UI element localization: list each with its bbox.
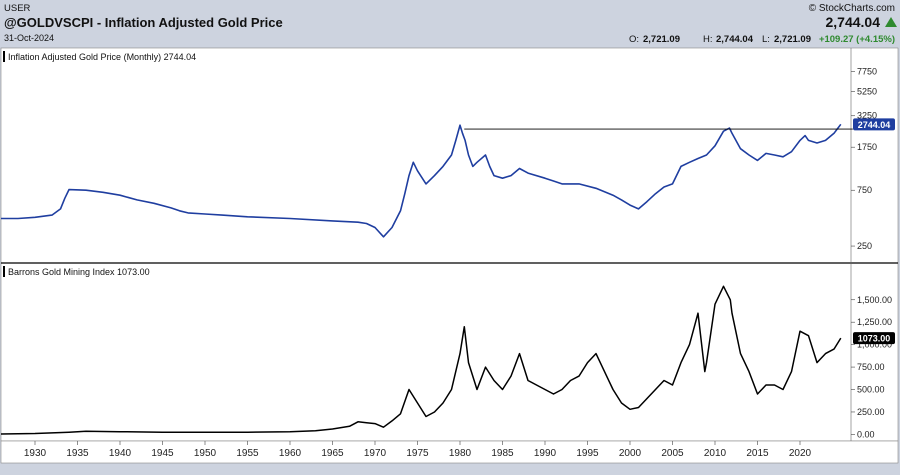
svg-text:H:: H: bbox=[703, 34, 713, 45]
x-tick-label-5: 1955 bbox=[236, 448, 259, 459]
svg-text:O:: O: bbox=[629, 34, 639, 45]
mining-y-tick-label-2: 500.00 bbox=[857, 385, 885, 395]
svg-text:L:: L: bbox=[762, 34, 770, 45]
gold-last-value-label: 2744.04 bbox=[858, 120, 891, 130]
symbol-title: @GOLDVSCPI - Inflation Adjusted Gold Pri… bbox=[4, 15, 283, 30]
x-tick-label-17: 2015 bbox=[746, 448, 769, 459]
x-axis: 1930 1935 1940 1945 1950 1955 1960 1965 1970 1975… bbox=[24, 441, 812, 459]
mining-last-value-tag bbox=[853, 332, 895, 345]
gold-panel-marker bbox=[3, 51, 5, 62]
x-axis-strip bbox=[0, 440, 899, 464]
x-tick-label-3: 1945 bbox=[151, 448, 174, 459]
x-tick-label-12: 1990 bbox=[534, 448, 557, 459]
mining-y-tick-label-0: 0.00 bbox=[857, 429, 875, 439]
gold-y-tick-label-2: 1750 bbox=[857, 142, 877, 152]
x-tick-label-10: 1980 bbox=[449, 448, 472, 459]
x-tick-label-18: 2020 bbox=[789, 448, 812, 459]
last-price: 2,744.04 bbox=[826, 14, 881, 30]
x-tick-label-6: 1960 bbox=[279, 448, 302, 459]
x-tick-label-7: 1965 bbox=[321, 448, 344, 459]
x-tick-label-16: 2010 bbox=[704, 448, 727, 459]
x-tick-label-14: 2000 bbox=[619, 448, 642, 459]
mining-y-tick-label-5: 1,250.00 bbox=[857, 317, 892, 327]
gold-plot-area: 2744.04 bbox=[1, 118, 895, 238]
mining-plot-area: 1073.00 bbox=[0, 285, 895, 435]
svg-text:2,721.09: 2,721.09 bbox=[643, 34, 680, 45]
gold-y-tick-label-4: 5250 bbox=[857, 86, 877, 96]
x-tick-label-9: 1975 bbox=[406, 448, 429, 459]
mining-panel-title: Barrons Gold Mining Index 1073.00 bbox=[8, 267, 150, 277]
mining-last-value-label: 1073.00 bbox=[858, 334, 891, 344]
gold-y-axis: 250 750 1750 3250 5250 7750 bbox=[851, 67, 877, 251]
mining-panel-marker bbox=[3, 266, 5, 277]
x-tick-label-11: 1985 bbox=[491, 448, 514, 459]
gold-y-tick-label-0: 250 bbox=[857, 241, 872, 251]
svg-text:2,721.09: 2,721.09 bbox=[774, 34, 811, 45]
mining-y-tick-label-4: 1,000.00 bbox=[857, 340, 892, 350]
gold-y-tick-label-1: 750 bbox=[857, 185, 872, 195]
x-tick-label-13: 1995 bbox=[576, 448, 599, 459]
x-tick-label-1: 1935 bbox=[66, 448, 89, 459]
svg-text:2,744.04: 2,744.04 bbox=[716, 34, 754, 45]
ohlc-readout: O: 2,721.09 H: 2,744.04 L: 2,721.09 +109… bbox=[629, 34, 895, 45]
mining-y-tick-label-1: 250.00 bbox=[857, 407, 885, 417]
x-tick-label-2: 1940 bbox=[109, 448, 132, 459]
mining-panel-bg bbox=[0, 262, 899, 442]
gold-price-line bbox=[1, 123, 842, 238]
x-tick-label-4: 1950 bbox=[194, 448, 217, 459]
gold-panel-title: Inflation Adjusted Gold Price (Monthly) … bbox=[8, 52, 196, 62]
mining-y-tick-label-3: 750.00 bbox=[857, 362, 885, 372]
mining-y-tick-label-6: 1,500.00 bbox=[857, 295, 892, 305]
mining-y-axis: 0.00 250.00 500.00 750.00 1,000.00 1,250.00 1,… bbox=[851, 295, 892, 439]
price-change: +109.27 (+4.15%) bbox=[819, 34, 895, 45]
brand-credit[interactable]: © StockCharts.com bbox=[809, 3, 895, 14]
gold-y-tick-label-3: 3250 bbox=[857, 111, 877, 121]
x-tick-label-15: 2005 bbox=[661, 448, 684, 459]
gold-last-value-tag bbox=[853, 118, 895, 131]
user-label: USER bbox=[4, 3, 31, 14]
gold-y-tick-label-5: 7750 bbox=[857, 67, 877, 77]
up-arrow-icon bbox=[885, 17, 897, 27]
x-tick-label-0: 1930 bbox=[24, 448, 47, 459]
x-tick-label-8: 1970 bbox=[364, 448, 387, 459]
mining-index-line bbox=[0, 285, 842, 435]
chart-date: 31-Oct-2024 bbox=[4, 33, 54, 43]
